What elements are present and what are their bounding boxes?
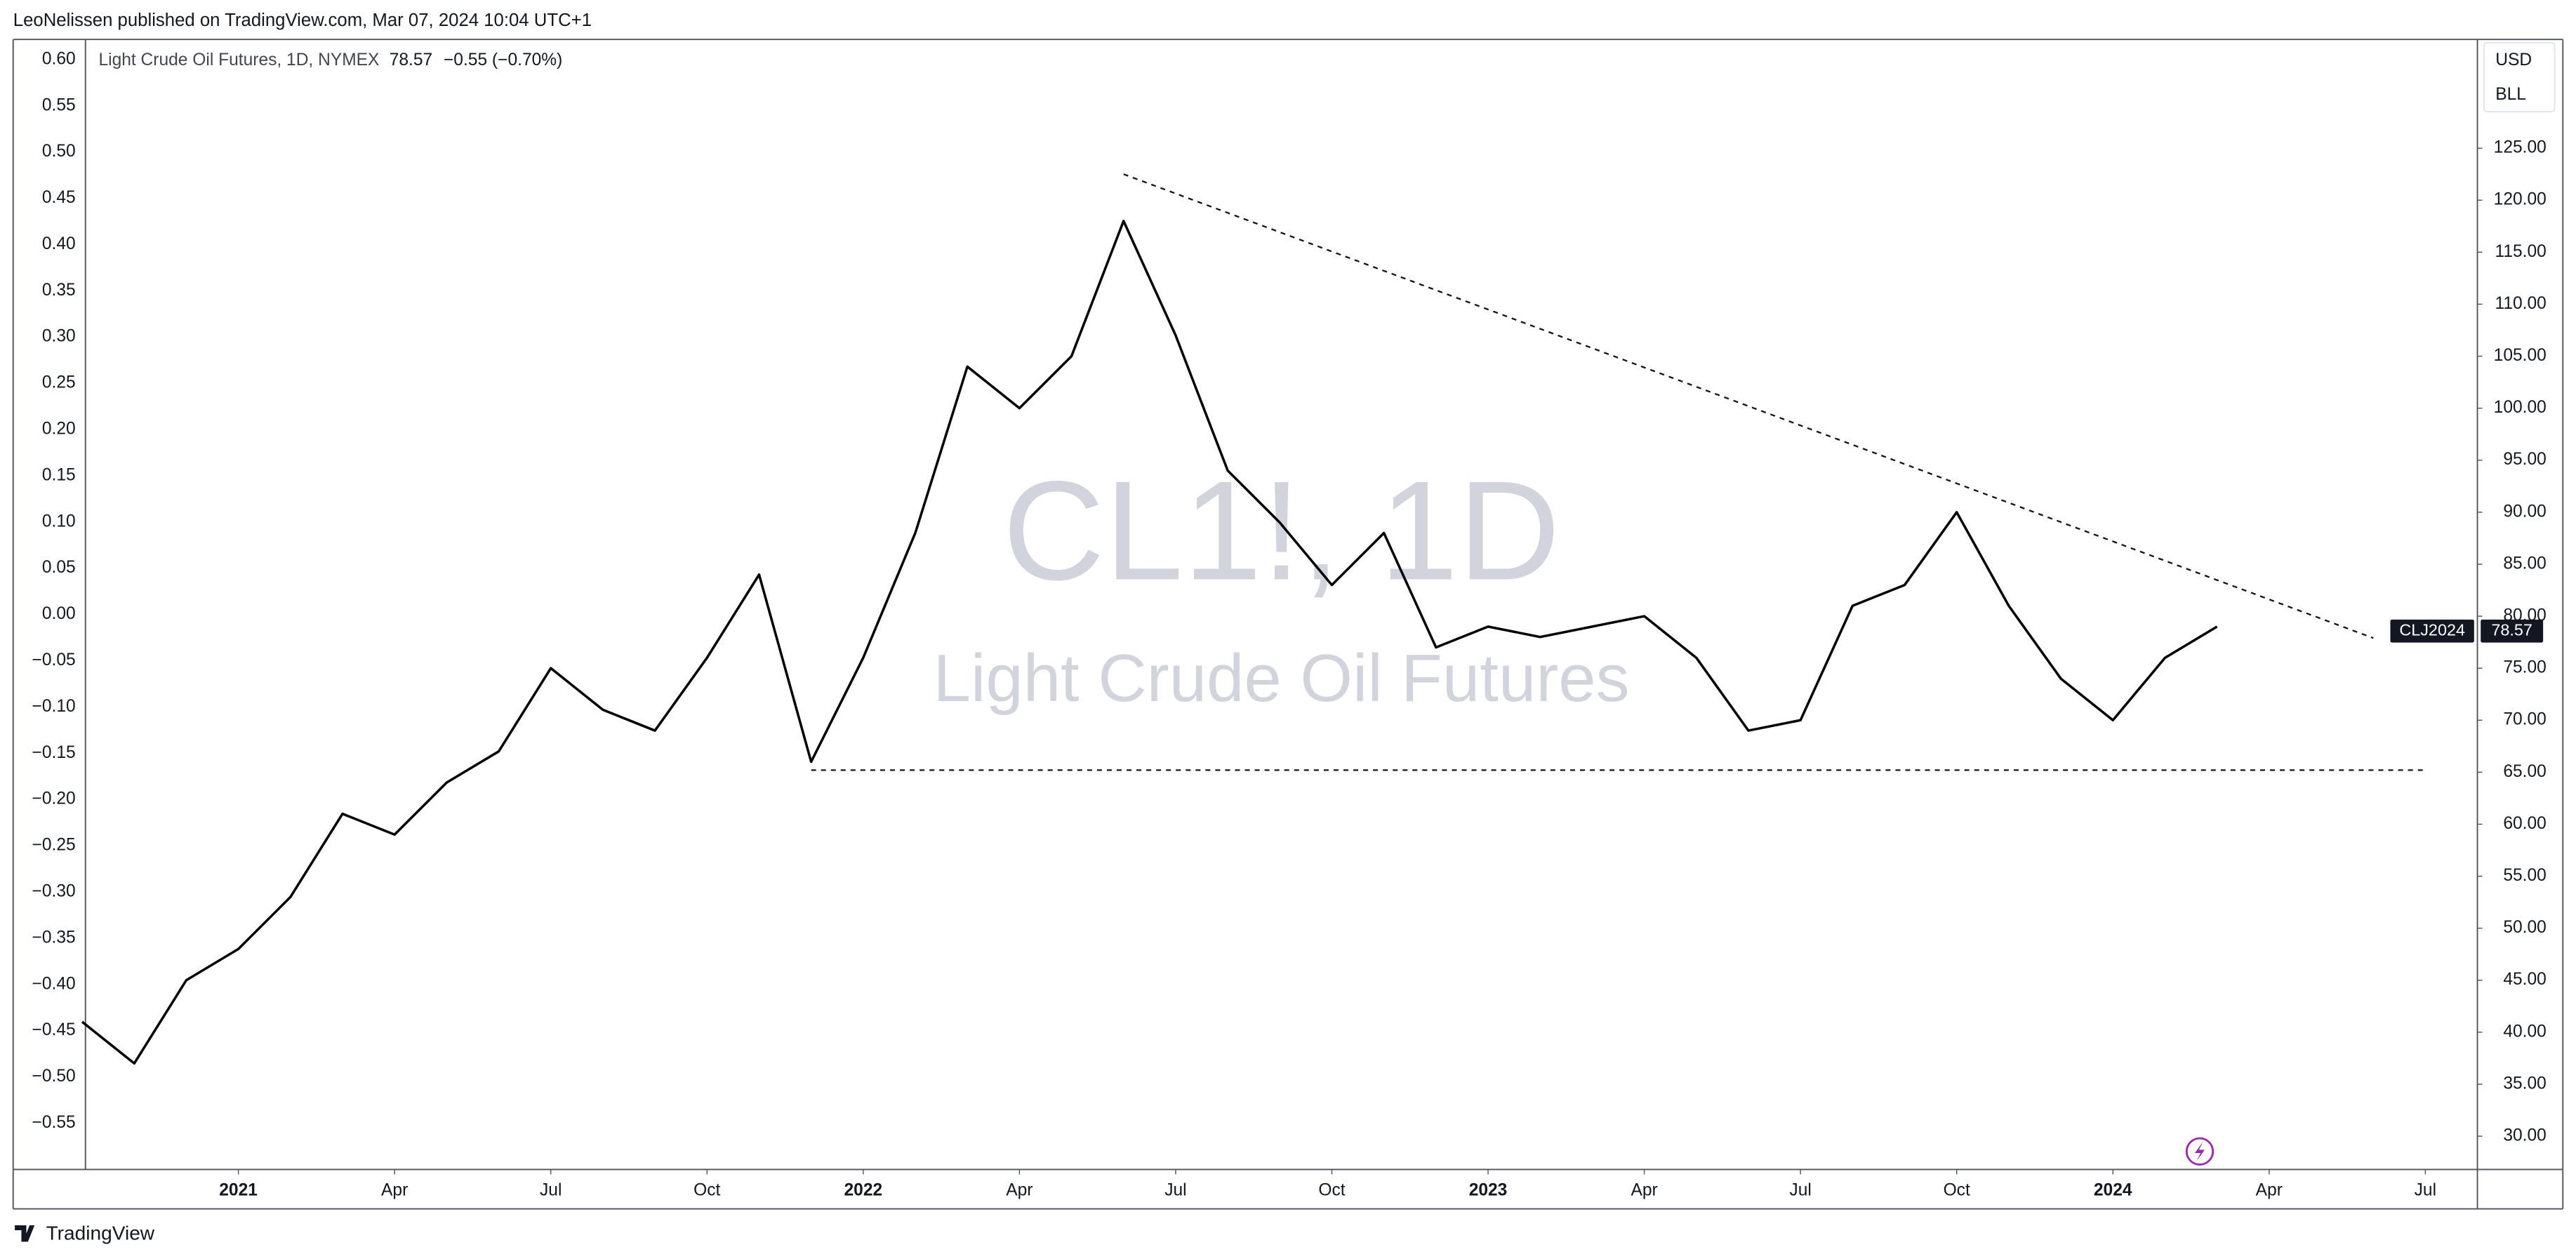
y2-tick-label: 110.00 — [2495, 294, 2547, 313]
y-tick-label: −0.45 — [32, 1020, 76, 1039]
x-tick-label: Oct — [1944, 1180, 1970, 1199]
y-tick-label: −0.05 — [32, 651, 76, 670]
y-tick-label: 0.05 — [42, 558, 76, 577]
x-tick-label: 2022 — [844, 1180, 882, 1199]
brand-name: TradingView — [46, 1222, 155, 1244]
price-line — [81, 220, 2218, 1065]
y2-tick-label: 95.00 — [2503, 450, 2546, 469]
legend-title: Light Crude Oil Futures, 1D, NYMEX — [98, 51, 379, 69]
y-tick-label: 0.35 — [42, 281, 76, 300]
legend-change: −0.55 (−0.70%) — [444, 51, 562, 69]
brand-logo — [15, 1225, 35, 1242]
y-tick-label: 0.00 — [42, 604, 76, 623]
y-tick-label: −0.55 — [32, 1113, 76, 1132]
y-tick-label: −0.25 — [32, 836, 76, 855]
x-tick-label: 2021 — [219, 1180, 258, 1199]
unit-button[interactable]: BLL — [2495, 85, 2526, 104]
y2-tick-label: 50.00 — [2503, 918, 2546, 937]
x-tick-label: Jul — [540, 1180, 562, 1199]
y2-tick-label: 45.00 — [2503, 970, 2546, 989]
legend-price: 78.57 — [390, 51, 432, 69]
x-tick-label: Apr — [2256, 1180, 2283, 1199]
y2-tick-label: 105.00 — [2494, 346, 2547, 365]
y-tick-label: 0.50 — [42, 142, 76, 161]
y2-tick-label: 90.00 — [2503, 502, 2546, 521]
x-tick-label: Jul — [2415, 1180, 2436, 1199]
y-tick-label: 0.30 — [42, 327, 76, 346]
y2-tick-label: 40.00 — [2503, 1022, 2546, 1041]
y2-tick-label: 100.00 — [2494, 398, 2547, 417]
alert-icon[interactable] — [2185, 1137, 2215, 1166]
y-tick-label: −0.40 — [32, 974, 76, 993]
y-tick-label: 0.20 — [42, 420, 76, 439]
x-tick-label: Apr — [381, 1180, 408, 1199]
x-tick-label: 2023 — [1469, 1180, 1508, 1199]
y-tick-label: 0.25 — [42, 373, 76, 392]
y2-tick-label: 55.00 — [2503, 866, 2546, 885]
x-tick-label: 2024 — [2094, 1180, 2132, 1199]
y-tick-label: 0.45 — [42, 188, 76, 207]
y-tick-label: −0.35 — [32, 928, 76, 947]
y-tick-label: −0.30 — [32, 882, 76, 901]
y2-tick-label: 65.00 — [2503, 762, 2546, 781]
x-tick-label: Apr — [1631, 1180, 1657, 1199]
symbol-label: CLJ2024 — [2399, 620, 2465, 639]
x-tick-label: Jul — [1164, 1180, 1186, 1199]
y-tick-label: −0.20 — [32, 790, 76, 808]
y-tick-label: −0.10 — [32, 697, 76, 716]
scale-box — [2483, 41, 2556, 113]
y2-tick-label: 115.00 — [2495, 242, 2547, 261]
y-tick-label: −0.15 — [32, 743, 76, 762]
symbol-label-box — [2390, 619, 2474, 643]
published-note: LeoNelissen published on TradingView.com… — [13, 11, 592, 30]
y2-tick-label: 60.00 — [2503, 814, 2546, 833]
y-tick-label: 0.40 — [42, 234, 76, 253]
currency-button[interactable]: USD — [2495, 51, 2532, 69]
watermark-name: Light Crude Oil Futures — [934, 641, 1630, 716]
y2-tick-label: 85.00 — [2503, 554, 2546, 573]
x-tick-label: Apr — [1006, 1180, 1033, 1199]
price-label-box — [2481, 619, 2544, 643]
y2-tick-label: 120.00 — [2494, 190, 2547, 209]
y-tick-label: −0.50 — [32, 1067, 76, 1086]
y-tick-label: 0.55 — [42, 95, 76, 114]
x-tick-label: Oct — [1318, 1180, 1345, 1199]
y2-tick-label: 75.00 — [2503, 658, 2546, 677]
x-tick-label: Jul — [1789, 1180, 1811, 1199]
x-tick-label: Oct — [693, 1180, 720, 1199]
y-tick-label: 0.10 — [42, 512, 76, 531]
price-label: 78.57 — [2491, 620, 2532, 639]
y-tick-label: 0.15 — [42, 465, 76, 484]
y2-tick-label: 35.00 — [2503, 1074, 2546, 1093]
y2-tick-label: 30.00 — [2503, 1126, 2546, 1145]
y2-tick-label: 125.00 — [2494, 138, 2547, 157]
watermark-symbol: CL1!, 1D — [1003, 452, 1560, 610]
y2-tick-label: 70.00 — [2503, 710, 2546, 729]
y-tick-label: 0.60 — [42, 49, 76, 68]
